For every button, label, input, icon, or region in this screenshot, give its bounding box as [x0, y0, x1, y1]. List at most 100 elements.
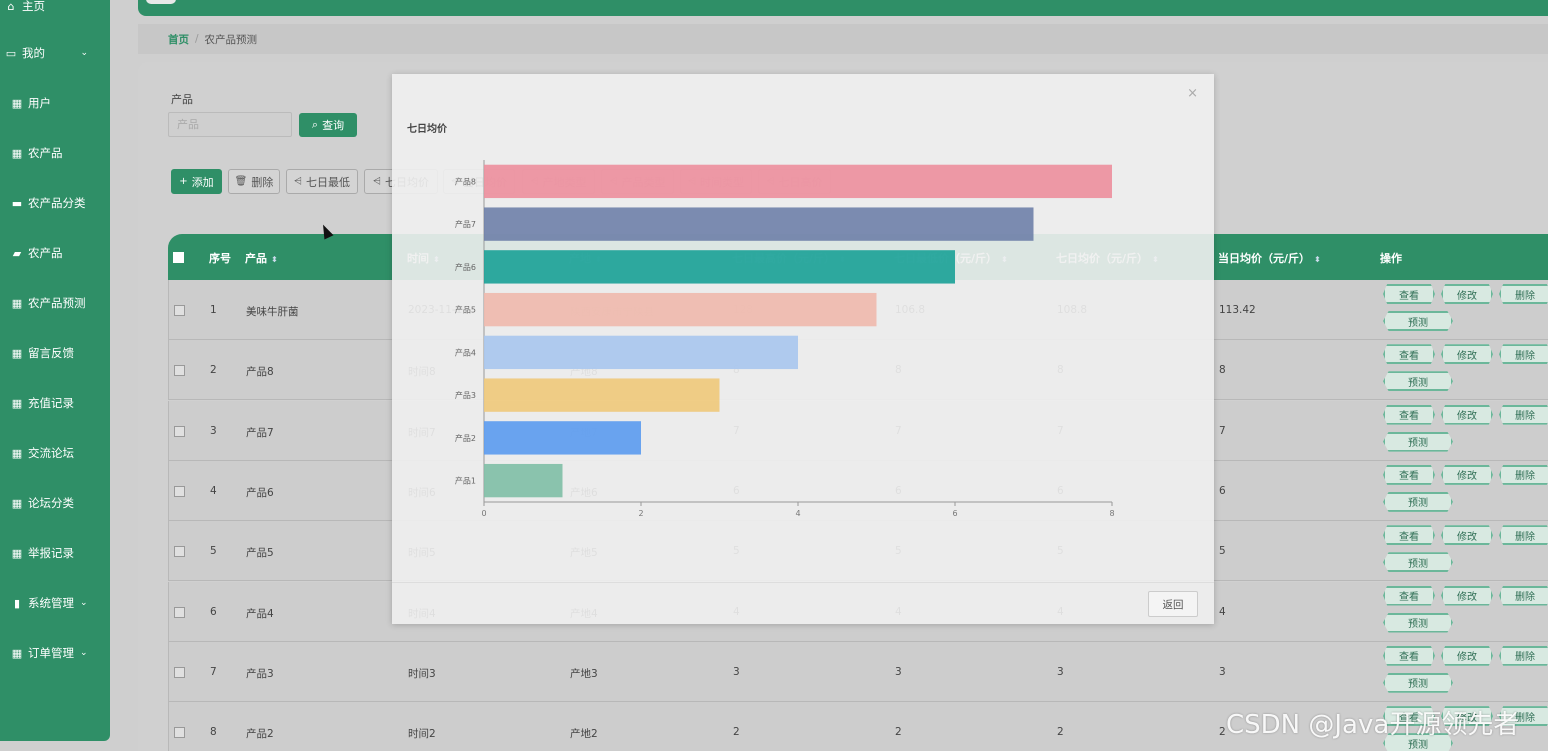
add-button[interactable]: + 添加	[171, 169, 222, 194]
delete-row-button[interactable]: 删除	[1499, 645, 1548, 666]
predict-button[interactable]: 预测	[1383, 733, 1453, 751]
delete-row-button[interactable]: 删除	[1499, 464, 1548, 485]
sort-icon[interactable]: ⬍	[271, 255, 278, 264]
predict-button[interactable]: 预测	[1383, 311, 1453, 331]
row-checkbox[interactable]	[174, 606, 185, 618]
cell-idx: 4	[210, 484, 217, 497]
delete-button[interactable]: 🗑 删除	[228, 169, 280, 194]
cell-product: 产品2	[246, 728, 274, 741]
edit-button[interactable]: 修改	[1441, 404, 1493, 425]
search-input[interactable]	[168, 112, 292, 137]
sidebar-item-4[interactable]: ▬ 农产品分类	[0, 191, 110, 215]
predict-button[interactable]: 预测	[1383, 672, 1453, 693]
sidebar-item-label: 系统管理	[28, 596, 74, 610]
search-button[interactable]: ⌕ 查询	[299, 113, 357, 137]
row-checkbox[interactable]	[174, 666, 185, 678]
view-button[interactable]: 查看	[1383, 404, 1435, 425]
x-tick-label: 4	[795, 509, 800, 518]
edit-button[interactable]: 修改	[1441, 585, 1493, 606]
predict-button[interactable]: 预测	[1383, 371, 1453, 392]
sidebar-item-label: 主页	[22, 0, 45, 13]
cell-time: 时间2	[408, 728, 436, 741]
edit-button[interactable]: 修改	[1441, 706, 1493, 727]
view-button[interactable]: 查看	[1383, 585, 1435, 606]
sidebar-item-10[interactable]: ▦ 论坛分类	[0, 491, 110, 515]
bar-产品2	[484, 421, 641, 455]
sidebar-item-label: 农产品	[28, 146, 63, 160]
predict-button[interactable]: 预测	[1383, 612, 1453, 633]
breadcrumb-home[interactable]: 首页	[168, 33, 189, 46]
chart-icon: ⩤	[294, 176, 302, 187]
sidebar-item-12[interactable]: ▮ 系统管理 ⌄	[0, 591, 110, 615]
bar-产品3	[484, 378, 720, 412]
view-button[interactable]: 查看	[1383, 464, 1435, 485]
row-checkbox[interactable]	[174, 485, 185, 497]
close-icon[interactable]: ×	[1187, 86, 1198, 101]
select-all-checkbox[interactable]	[173, 252, 184, 263]
predict-button[interactable]: 预测	[1383, 491, 1453, 512]
bar-产品5	[484, 292, 877, 327]
row-checkbox[interactable]	[174, 546, 185, 558]
sidebar-item-11[interactable]: ▦ 举报记录	[0, 541, 110, 565]
view-button[interactable]: 查看	[1383, 284, 1435, 304]
sidebar-item-13[interactable]: ▦ 订单管理 ⌄	[0, 641, 110, 665]
cell-idx: 5	[210, 545, 217, 558]
back-button[interactable]: 返回	[1148, 591, 1198, 617]
grid-icon: ▦	[11, 296, 23, 310]
view-button[interactable]: 查看	[1383, 706, 1435, 727]
row-checkbox[interactable]	[174, 365, 185, 377]
cell-product: 产品3	[246, 667, 274, 680]
seven-day-low-button[interactable]: ⩤ 七日最低	[286, 169, 358, 194]
row-checkbox[interactable]	[174, 305, 185, 316]
edit-button[interactable]: 修改	[1441, 284, 1493, 304]
cell-low: 3	[895, 665, 902, 678]
delete-row-button[interactable]: 删除	[1499, 344, 1548, 365]
predict-button[interactable]: 预测	[1383, 552, 1453, 573]
sidebar-item-label: 订单管理	[28, 646, 74, 660]
sidebar-item-9[interactable]: ▦ 交流论坛	[0, 441, 110, 465]
delete-row-button[interactable]: 删除	[1499, 585, 1548, 606]
predict-button[interactable]: 预测	[1383, 431, 1453, 452]
column-header-7[interactable]: 当日均价（元/斤） ⬍	[1218, 250, 1321, 266]
cell-product: 产品8	[246, 366, 274, 379]
sidebar-item-3[interactable]: ▦ 农产品	[0, 141, 110, 165]
view-button[interactable]: 查看	[1383, 525, 1435, 546]
edit-button[interactable]: 修改	[1441, 344, 1493, 365]
column-header-1[interactable]: 产品 ⬍	[245, 250, 278, 266]
cell-today: 113.42	[1219, 304, 1256, 316]
sidebar-item-7[interactable]: ▦ 留言反馈	[0, 341, 110, 365]
sidebar-item-6[interactable]: ▦ 农产品预测	[0, 291, 110, 315]
column-header-label: 产品	[245, 252, 267, 265]
view-button[interactable]: 查看	[1383, 344, 1435, 365]
cell-product: 产品5	[246, 547, 274, 560]
sidebar-item-1[interactable]: ▭ 我的 ⌄	[0, 41, 110, 65]
sidebar-item-5[interactable]: ▰ 农产品	[0, 241, 110, 265]
sidebar-item-2[interactable]: ▦ 用户	[0, 91, 110, 115]
edit-button[interactable]: 修改	[1441, 464, 1493, 485]
cell-idx: 1	[210, 304, 217, 316]
breadcrumb-current: 农产品预测	[204, 33, 258, 46]
view-button[interactable]: 查看	[1383, 645, 1435, 666]
sidebar-item-label: 论坛分类	[28, 496, 74, 510]
sort-icon[interactable]: ⬍	[1314, 255, 1321, 264]
sidebar-item-label: 农产品预测	[28, 296, 86, 310]
cell-origin: 产地2	[570, 728, 598, 741]
edit-button[interactable]: 修改	[1441, 525, 1493, 546]
delete-row-button[interactable]: 删除	[1499, 706, 1548, 727]
bar-产品4	[484, 335, 798, 370]
cell-product: 产品7	[246, 426, 274, 439]
y-tick-label: 产品7	[455, 219, 476, 229]
row-checkbox[interactable]	[174, 727, 185, 739]
cell-origin: 产地3	[570, 667, 598, 680]
top-bar-pill[interactable]	[146, 0, 176, 4]
chart-icon: ⩤	[373, 176, 381, 187]
edit-button[interactable]: 修改	[1441, 645, 1493, 666]
row-checkbox[interactable]	[174, 425, 185, 437]
sidebar-item-0[interactable]: ⌂ 主页	[0, 0, 110, 18]
y-tick-label: 产品3	[455, 390, 476, 400]
sidebar-item-8[interactable]: ▦ 充值记录	[0, 391, 110, 415]
x-tick-label: 2	[638, 509, 643, 518]
delete-row-button[interactable]: 删除	[1499, 284, 1548, 304]
delete-row-button[interactable]: 删除	[1499, 525, 1548, 546]
delete-row-button[interactable]: 删除	[1499, 404, 1548, 425]
